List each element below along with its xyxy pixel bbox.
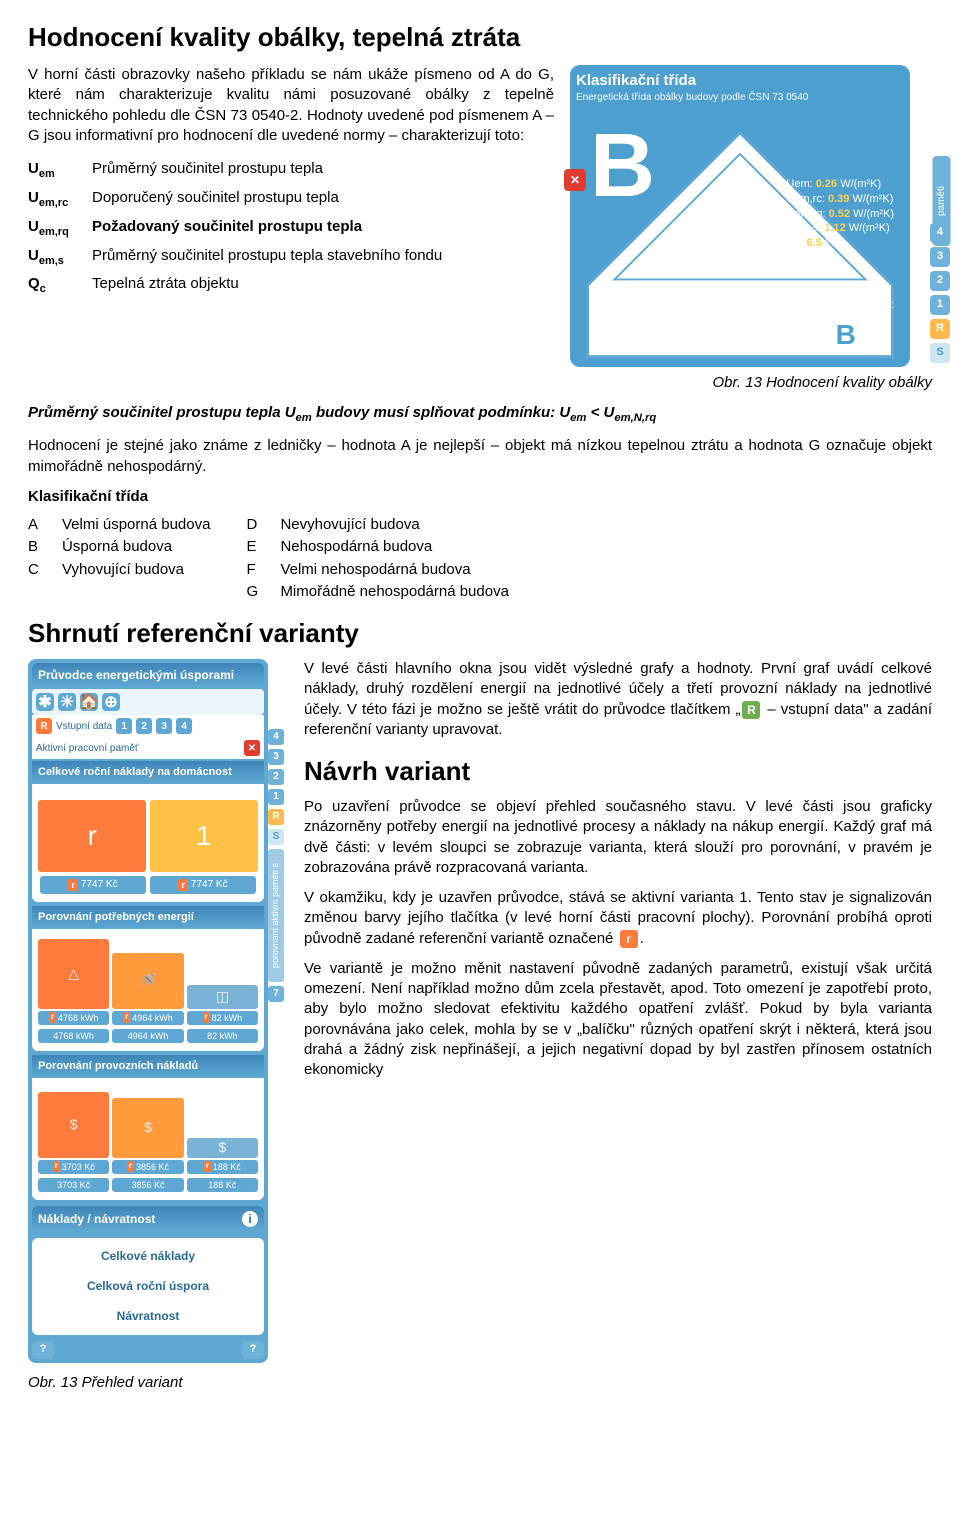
intro-paragraph: V horní části obrazovky našeho příkladu … (28, 65, 554, 146)
s-button[interactable]: S (930, 343, 950, 363)
r-badge-icon: r (620, 930, 638, 948)
fridge-paragraph: Hodnocení je stejné jako známe z ledničk… (28, 436, 932, 477)
wizard-tab[interactable]: 🏠 (80, 693, 98, 711)
variants-p1: Po uzavření průvodce se objeví přehled s… (304, 797, 932, 878)
wizard-tab[interactable]: ✱ (36, 693, 54, 711)
fig13a-caption: Obr. 13 Hodnocení kvality obálky (28, 373, 932, 393)
section2-title: Shrnutí referenční varianty (28, 616, 932, 651)
metrics-list: Uem: 0.26 W/(m²K)Uem,rc: 0.39 W/(m²K)Uem… (786, 177, 894, 251)
close-icon[interactable]: ✕ (244, 740, 260, 756)
compare-label: porovnávaná verze: (797, 298, 894, 313)
overview-widget: Průvodce energetickými úsporami ✱☀🏠⊕ RVs… (28, 659, 268, 1363)
help-button[interactable]: ? (32, 1341, 54, 1359)
overview-link[interactable]: Návratnost (40, 1308, 256, 1324)
fig13b-caption: Obr. 13 Přehled variant (28, 1373, 268, 1393)
r-button[interactable]: R (36, 718, 52, 734)
variant-button[interactable]: 4 (176, 718, 192, 734)
section3-title: Návrh variant (304, 754, 932, 789)
overview-link[interactable]: Celková roční úspora (40, 1278, 256, 1294)
wizard-tab[interactable]: ⊕ (102, 693, 120, 711)
compare-block: porovnávaná verze: B (797, 298, 894, 355)
definitions-table: UemPrůměrný součinitel prostupu teplaUem… (28, 156, 554, 300)
side-ribbon: porovnání aktivní paměti s (268, 849, 284, 982)
links-head: Náklady / návratnost (38, 1211, 155, 1227)
side-slot-button[interactable]: S (268, 829, 284, 845)
links-list: Celkové náklady Celková roční úspora Návra… (32, 1238, 264, 1335)
side-slot-button[interactable]: 4 (268, 729, 284, 745)
r-button[interactable]: R (930, 319, 950, 339)
input-data-row[interactable]: RVstupní data1234 (32, 715, 264, 737)
variant-button[interactable]: 1 (116, 718, 132, 734)
close-icon[interactable]: ✕ (564, 169, 586, 191)
side-slot-button[interactable]: 7 (268, 986, 284, 1002)
memory-slot-button[interactable]: 3 (930, 247, 950, 267)
condition-line: Průměrný součinitel prostupu tepla Uem b… (28, 403, 932, 426)
side-slot-button[interactable]: R (268, 809, 284, 825)
widget-title: Klasifikační třída (576, 71, 904, 91)
variant-button[interactable]: 2 (136, 718, 152, 734)
classification-list: Klasifikační třída AVelmi úsporná budova… (28, 487, 932, 602)
r-badge-icon: R (742, 701, 760, 719)
classif-title: Klasifikační třída (28, 487, 932, 507)
widget-subtitle: Energetická třída obálky budovy podle ČS… (576, 91, 904, 105)
section1-title: Hodnocení kvality obálky, tepelná ztráta (28, 20, 932, 55)
variants-p2: V okamžiku, kdy je uzavřen průvodce, stá… (304, 888, 932, 949)
compare-letter: B (826, 315, 866, 355)
wizard-tabs[interactable]: ✱☀🏠⊕ (32, 689, 264, 715)
panel3-title: Porovnání provozních nákladů (38, 1059, 198, 1074)
memory-slot-button[interactable]: 2 (930, 271, 950, 291)
info-icon[interactable]: i (242, 1211, 258, 1227)
class-letter: B (590, 121, 655, 211)
wizard-tab[interactable]: ☀ (58, 693, 76, 711)
variant-button[interactable]: 3 (156, 718, 172, 734)
memory-slot-button[interactable]: 1 (930, 295, 950, 315)
variants-p3: Ve variantě je možno měnit nastavení pův… (304, 959, 932, 1081)
panel2-title: Porovnání potřebných energií (38, 910, 194, 925)
panel1-title: Celkové roční náklady na domácnost (38, 765, 232, 780)
overview-link[interactable]: Celkové náklady (40, 1248, 256, 1264)
memory-slot-button[interactable]: 4 (930, 223, 950, 243)
overview-header: Průvodce energetickými úsporami (32, 663, 264, 687)
help-button[interactable]: ? (242, 1341, 264, 1359)
classification-widget: Klasifikační třída Energetická třída obá… (570, 65, 910, 367)
side-slot-button[interactable]: 3 (268, 749, 284, 765)
side-slot-button[interactable]: 1 (268, 789, 284, 805)
side-slot-button[interactable]: 2 (268, 769, 284, 785)
side-buttons: 4 3 2 1 RS (930, 223, 950, 363)
active-memory-label: Aktivní pracovní paměť (36, 742, 139, 756)
summary-p1: V levé části hlavního okna jsou vidět vý… (304, 659, 932, 740)
